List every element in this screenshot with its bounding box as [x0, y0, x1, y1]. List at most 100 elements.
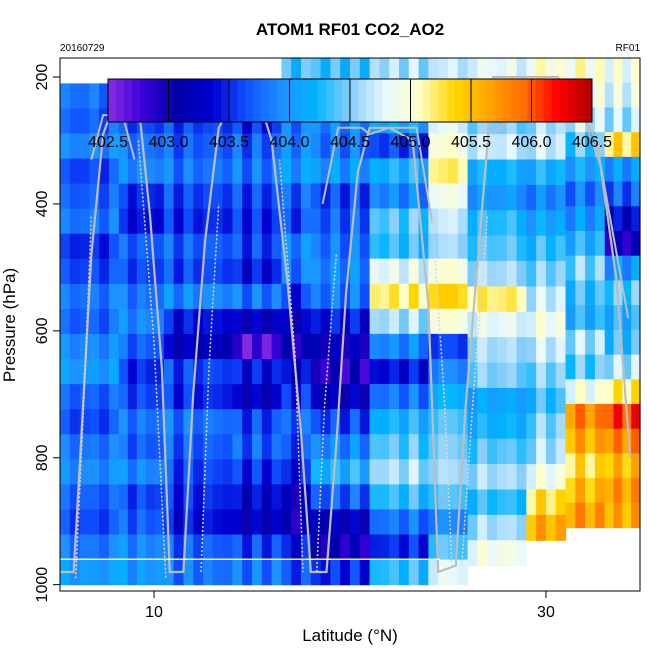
heatmap-cell: [108, 133, 120, 160]
heatmap-cell: [438, 258, 449, 285]
heatmap-cell: [389, 308, 400, 335]
heatmap-cell: [359, 158, 371, 184]
heatmap-cell: [389, 158, 400, 184]
heatmap-cell: [379, 258, 390, 285]
heatmap-cell: [127, 484, 138, 511]
heatmap-cell: [291, 283, 302, 310]
heatmap-cell: [154, 308, 165, 335]
heatmap-cell: [447, 233, 459, 260]
heatmap-cell: [575, 329, 586, 356]
heatmap-cell: [565, 453, 576, 479]
heatmap-cell: [565, 305, 576, 331]
heatmap-cell: [457, 233, 469, 260]
heatmap-cell: [310, 409, 322, 435]
heatmap-cell: [350, 358, 361, 385]
heatmap-cell: [631, 502, 641, 529]
heatmap-cell: [389, 333, 400, 360]
heatmap-cell: [60, 509, 71, 536]
heatmap-cell: [173, 384, 185, 410]
heatmap-cell: [310, 534, 322, 561]
heatmap-cell: [457, 559, 469, 586]
heatmap-cell: [163, 459, 175, 485]
heatmap-cell: [438, 534, 449, 561]
heatmap-cell: [585, 58, 596, 84]
heatmap-cell: [163, 283, 175, 310]
heatmap-cell: [60, 258, 71, 285]
heatmap-cell: [330, 158, 341, 184]
heatmap-cell: [477, 58, 488, 84]
heatmap-cell: [222, 208, 234, 235]
heatmap-cell: [622, 230, 632, 257]
heatmap-cell: [340, 559, 351, 586]
heatmap-cell: [145, 559, 156, 586]
heatmap-cell: [320, 58, 332, 84]
heatmap-cell: [183, 158, 194, 185]
heatmap-cell: [487, 540, 498, 567]
heatmap-cell: [350, 484, 361, 511]
heatmap-cell: [193, 534, 204, 561]
heatmap-cell: [79, 509, 90, 536]
heatmap-cell: [613, 403, 623, 430]
heatmap-cell: [565, 156, 576, 183]
heatmap-cell: [271, 283, 283, 310]
heatmap-cell: [369, 459, 380, 485]
heatmap-cell: [359, 208, 371, 235]
heatmap-cell: [604, 354, 615, 380]
heatmap-cell: [350, 434, 361, 460]
colorbar-tick-label: 406.5: [572, 134, 612, 151]
heatmap-cell: [350, 133, 361, 159]
heatmap-cell: [604, 181, 615, 207]
heatmap-cell: [369, 333, 380, 360]
heatmap-cell: [232, 233, 243, 260]
heatmap-cell: [438, 333, 449, 360]
heatmap-cell: [330, 534, 341, 561]
heatmap-cell: [526, 489, 537, 516]
heatmap-cell: [457, 183, 469, 210]
heatmap-cell: [320, 434, 332, 460]
heatmap-cell: [418, 484, 429, 511]
heatmap-cell: [594, 206, 606, 232]
heatmap-cell: [516, 464, 527, 491]
colorbar-swatch: [253, 79, 262, 122]
heatmap-cell: [428, 333, 439, 360]
heatmap-cell: [389, 509, 400, 536]
colorbar-swatch: [462, 79, 472, 122]
heatmap-cell: [369, 158, 380, 184]
heatmap-cell: [136, 283, 147, 310]
heatmap-cell: [369, 133, 380, 159]
heatmap-cell: [145, 434, 156, 460]
heatmap-cell: [99, 183, 110, 210]
heatmap-cell: [232, 183, 243, 210]
heatmap-cell: [183, 283, 194, 310]
heatmap-cell: [330, 459, 341, 485]
heatmap-cell: [212, 208, 224, 235]
heatmap-cell: [252, 183, 263, 210]
heatmap-cell: [457, 409, 469, 435]
heatmap-cell: [242, 233, 253, 260]
heatmap-cell: [118, 283, 129, 310]
heatmap-cell: [163, 258, 175, 285]
heatmap-cell: [516, 159, 527, 186]
heatmap-cell: [496, 514, 508, 541]
heatmap-cell: [613, 379, 623, 405]
heatmap-cell: [408, 358, 420, 385]
colorbar-swatch: [519, 79, 528, 122]
heatmap-cell: [301, 158, 312, 184]
heatmap-cell: [242, 258, 253, 285]
heatmap-cell: [506, 210, 518, 237]
heatmap-cell: [545, 337, 557, 364]
heatmap-cell: [118, 409, 129, 435]
heatmap-cell: [281, 484, 292, 511]
colorbar-swatch: [350, 79, 359, 122]
heatmap-cell: [389, 208, 400, 235]
heatmap-cell: [389, 183, 400, 210]
heatmap-cell: [79, 308, 90, 335]
heatmap-cell: [594, 305, 606, 331]
heatmap-cell: [212, 509, 224, 536]
heatmap-cell: [127, 233, 138, 260]
heatmap-cell: [183, 258, 194, 285]
heatmap-cell: [145, 484, 156, 511]
heatmap-cell: [631, 453, 641, 479]
heatmap-cell: [89, 108, 100, 135]
heatmap-cell: [594, 502, 606, 529]
